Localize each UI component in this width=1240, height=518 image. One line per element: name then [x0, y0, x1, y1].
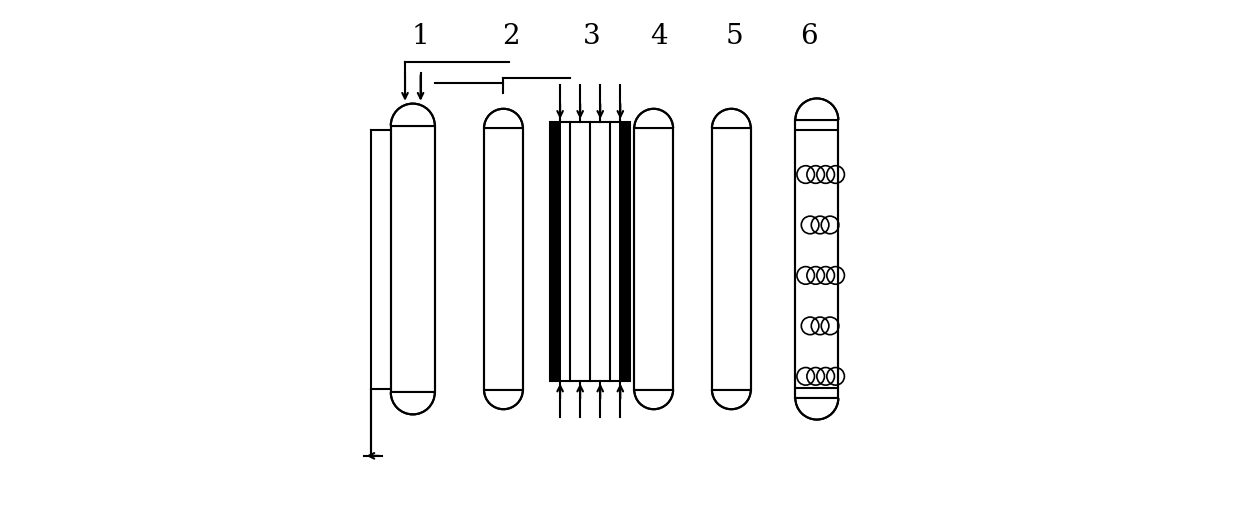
Polygon shape [634, 390, 673, 409]
Bar [391, 126, 435, 393]
Bar [712, 128, 750, 390]
Bar [551, 122, 630, 381]
Polygon shape [391, 393, 435, 414]
Bar [795, 120, 838, 398]
Bar [484, 128, 523, 390]
Text: 4: 4 [650, 23, 667, 50]
Text: 1: 1 [412, 23, 429, 50]
Bar [619, 122, 630, 381]
Text: 2: 2 [502, 23, 520, 50]
Bar [391, 126, 435, 393]
Bar [712, 128, 750, 390]
Bar [634, 128, 673, 390]
Bar [551, 122, 562, 381]
Polygon shape [712, 109, 750, 128]
Bar [795, 120, 838, 398]
Text: 5: 5 [725, 23, 743, 50]
Polygon shape [634, 109, 673, 128]
Polygon shape [795, 98, 838, 120]
Text: 6: 6 [800, 23, 818, 50]
Text: 3: 3 [583, 23, 600, 50]
Polygon shape [795, 398, 838, 420]
Polygon shape [712, 390, 750, 409]
Polygon shape [391, 104, 435, 126]
Polygon shape [484, 109, 523, 128]
Polygon shape [484, 390, 523, 409]
Bar [484, 128, 523, 390]
Bar [634, 128, 673, 390]
